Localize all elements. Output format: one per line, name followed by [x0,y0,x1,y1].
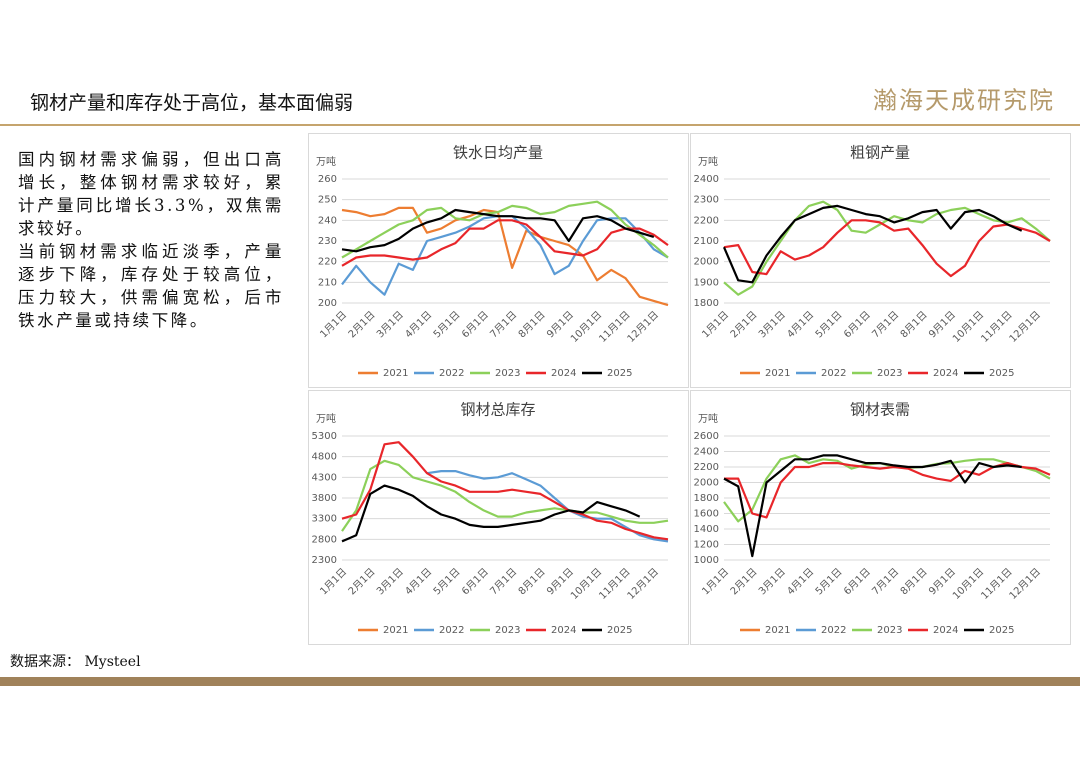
legend-label: 2025 [989,625,1014,636]
y-tick-label: 5300 [312,431,337,442]
series-line [341,459,669,532]
paragraph: 当前钢材需求临近淡季，产量逐步下降，库存处于较高位，压力较大，供需偏宽松，后市铁… [18,242,284,330]
legend-label: 2024 [933,625,958,636]
legend-label: 2021 [765,625,790,636]
chart-panel [690,133,1071,388]
y-tick-label: 3800 [312,493,337,504]
chart-title: 铁水日均产量 [453,144,543,162]
y-tick-label: 230 [318,236,337,247]
y-tick-label: 2600 [694,431,719,442]
legend-label: 2025 [607,625,632,636]
y-axis-unit: 万吨 [316,155,336,168]
logo: 瀚海天成研究院 [873,87,1055,115]
chart-panel [308,133,689,388]
y-tick-label: 2100 [694,236,719,247]
legend-label: 2024 [551,368,576,379]
y-axis-unit: 万吨 [698,155,718,168]
series-line [426,470,669,543]
y-tick-label: 1200 [694,540,719,551]
y-tick-label: 2400 [694,447,719,458]
legend-label: 2023 [877,368,902,379]
y-tick-label: 260 [318,174,337,185]
y-tick-label: 2300 [694,195,719,206]
y-tick-label: 2000 [694,257,719,268]
y-tick-label: 1600 [694,509,719,520]
legend-label: 2022 [439,368,464,379]
header-rule [0,124,1080,126]
y-tick-label: 220 [318,257,337,268]
chart-panel [690,390,1071,645]
series-line [723,454,1022,558]
legend-label: 2023 [877,625,902,636]
legend-label: 2024 [933,368,958,379]
y-tick-label: 4300 [312,472,337,483]
legend-label: 2021 [383,625,408,636]
legend-label: 2022 [821,368,846,379]
y-tick-label: 2200 [694,462,719,473]
y-tick-label: 240 [318,215,337,226]
y-tick-label: 3300 [312,514,337,525]
y-tick-label: 250 [318,195,337,206]
series-line [722,204,1023,284]
y-tick-label: 1800 [694,493,719,504]
y-tick-label: 1900 [694,277,719,288]
legend-label: 2021 [383,368,408,379]
y-tick-label: 200 [318,298,337,309]
series-line [341,208,655,253]
legend-label: 2025 [989,368,1014,379]
series-line [341,484,641,543]
series-line [341,219,669,267]
y-tick-label: 2000 [694,478,719,489]
slide-title: 钢材产量和库存处于高位，基本面偏弱 [30,92,353,114]
y-axis-unit: 万吨 [698,412,718,425]
y-tick-label: 2200 [694,215,719,226]
y-tick-label: 1800 [694,298,719,309]
legend-label: 2022 [439,625,464,636]
series-line [341,206,669,307]
legend-label: 2025 [607,368,632,379]
y-tick-label: 210 [318,277,337,288]
legend-label: 2024 [551,625,576,636]
legend-label: 2023 [495,625,520,636]
legend-label: 2022 [821,625,846,636]
y-tick-label: 2800 [312,534,337,545]
series-line [341,441,669,541]
y-tick-label: 4800 [312,452,337,463]
source-note: 数据来源： Mysteel [10,654,141,670]
y-axis-unit: 万吨 [316,412,336,425]
y-tick-label: 1400 [694,524,719,535]
y-tick-label: 2400 [694,174,719,185]
chart-title: 钢材表需 [850,401,910,419]
series-line [723,219,1051,278]
legend-label: 2021 [765,368,790,379]
footer-band [0,677,1080,686]
chart-title: 粗钢产量 [850,144,910,162]
chart-title: 钢材总库存 [460,401,535,419]
series-line [341,200,669,259]
legend-label: 2023 [495,368,520,379]
y-tick-label: 1000 [694,555,719,566]
y-tick-label: 2300 [312,555,337,566]
paragraph: 国内钢材需求偏弱，但出口高增长，整体钢材需求较好，累计产量同比增长3.3%，双焦… [18,150,284,238]
